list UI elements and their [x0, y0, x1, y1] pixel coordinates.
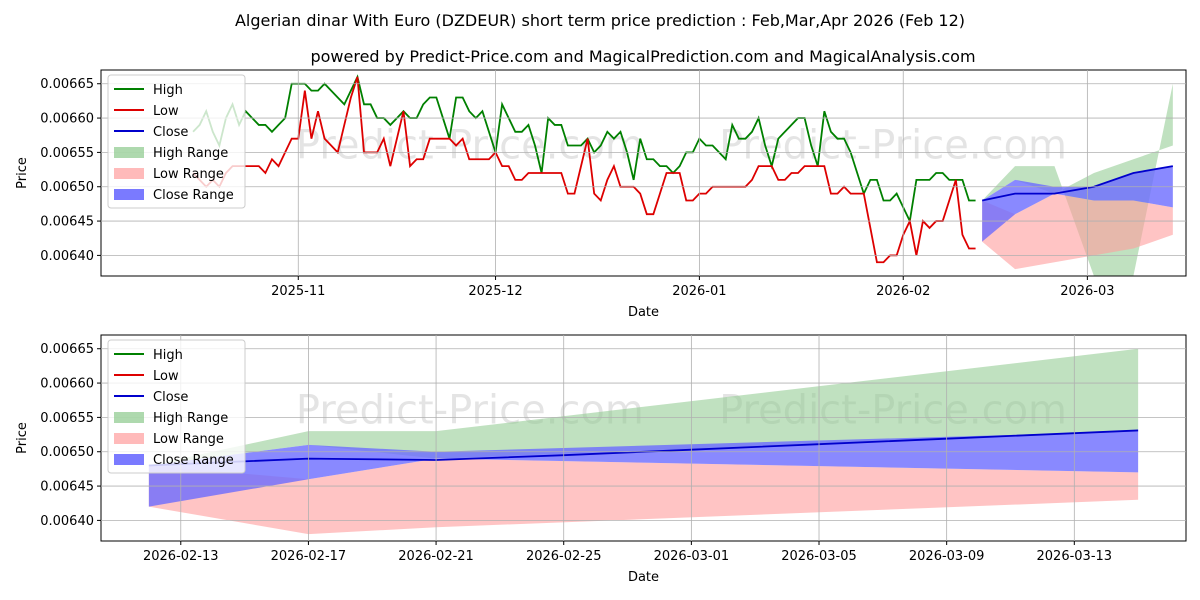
legend-label: Low — [153, 104, 179, 119]
high-line — [192, 74, 976, 225]
legend-swatch-close-range — [114, 189, 144, 200]
high-range-area — [148, 348, 1139, 466]
legend-swatch-high-range — [114, 147, 144, 158]
legend-label: High — [153, 83, 183, 98]
close-line — [981, 165, 1174, 202]
y-axis-label: Price — [15, 157, 30, 189]
chart-subtitle: powered by Predict-Price.com and Magical… — [310, 47, 975, 66]
y-tick-label: 0.00650 — [40, 445, 94, 460]
top-panel: Predict-Price.com Predict-Price.com2025-1… — [15, 69, 1187, 320]
legend: High Low Close High Range Low Range Close Ran… — [107, 74, 246, 209]
legend-label: Close — [153, 125, 188, 140]
x-tick-label: 2026-03-01 — [654, 549, 730, 564]
x-tick-label: 2026-02 — [876, 284, 930, 299]
legend-swatch-close-range — [114, 454, 144, 465]
x-axis-label: Date — [628, 305, 659, 320]
low-range-area — [148, 458, 1139, 535]
legend-label: High Range — [153, 146, 228, 161]
y-tick-label: 0.00655 — [40, 146, 94, 161]
x-tick-label: 2025-12 — [468, 284, 522, 299]
x-tick-label: 2025-11 — [271, 284, 325, 299]
y-tick-label: 0.00655 — [40, 411, 94, 426]
legend-label: Low — [153, 369, 179, 384]
chart-title: Algerian dinar With Euro (DZDEUR) short … — [235, 11, 965, 30]
y-tick-label: 0.00665 — [40, 77, 94, 92]
close-range-area — [982, 166, 1173, 242]
close-range-area — [148, 431, 1139, 507]
axes-frame — [100, 69, 1187, 277]
y-tick-label: 0.00645 — [40, 480, 94, 495]
x-tick-label: 2026-01 — [672, 284, 726, 299]
x-tick-label: 2026-02-13 — [143, 549, 219, 564]
legend-label: High — [153, 348, 183, 363]
x-tick-label: 2026-03-09 — [909, 549, 985, 564]
low-range-area — [982, 193, 1173, 270]
legend-label: Low Range — [153, 167, 224, 182]
legend-label: Close — [153, 390, 188, 405]
y-tick-label: 0.00650 — [40, 180, 94, 195]
x-tick-label: 2026-02-25 — [526, 549, 602, 564]
y-tick-label: 0.00660 — [40, 377, 94, 392]
bottom-panel: Predict-Price.comPredict-Price.com2026-0… — [15, 334, 1187, 585]
x-tick-label: 2026-03-05 — [781, 549, 857, 564]
y-tick-label: 0.00645 — [40, 215, 94, 230]
legend-swatch-high-range — [114, 412, 144, 423]
y-tick-label: 0.00640 — [40, 514, 94, 529]
legend-label: Low Range — [153, 432, 224, 447]
x-axis-label: Date — [628, 570, 659, 585]
y-tick-label: 0.00640 — [40, 249, 94, 264]
x-tick-label: 2026-03 — [1060, 284, 1114, 299]
low-line — [192, 76, 976, 264]
axes-frame — [100, 334, 1187, 542]
y-tick-label: 0.00660 — [40, 112, 94, 127]
legend: High Low Close High Range Low Range Close Ran… — [107, 339, 246, 474]
x-tick-label: 2026-02-21 — [398, 549, 474, 564]
legend-label: Close Range — [153, 188, 234, 203]
watermark-text: Predict-Price.com — [719, 123, 1067, 169]
x-tick-label: 2026-02-17 — [271, 549, 347, 564]
legend-label: Close Range — [153, 453, 234, 468]
legend-swatch-low-range — [114, 168, 144, 179]
legend-swatch-low-range — [114, 433, 144, 444]
y-tick-label: 0.00665 — [40, 342, 94, 357]
y-axis-label: Price — [15, 422, 30, 454]
x-tick-label: 2026-03-13 — [1037, 549, 1113, 564]
legend-label: High Range — [153, 411, 228, 426]
